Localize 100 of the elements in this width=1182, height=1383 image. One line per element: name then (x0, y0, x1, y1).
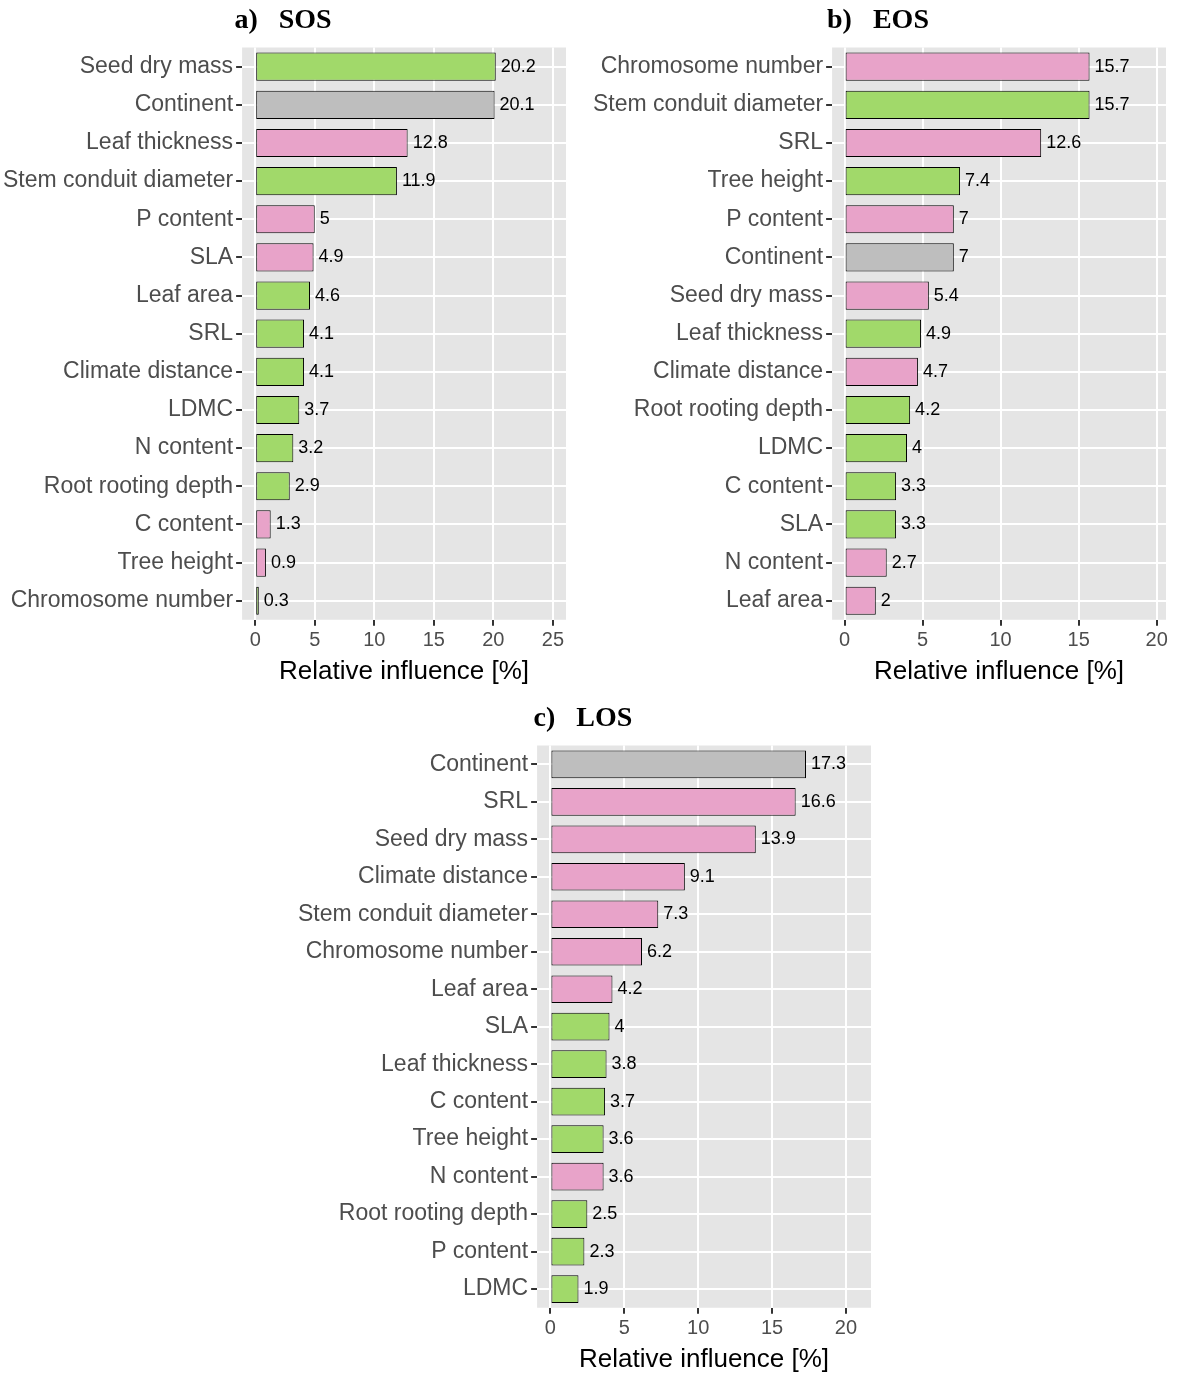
data-label: 0.9 (270, 551, 296, 572)
x-tick-label: 10 (989, 628, 1012, 651)
data-label: 4.9 (318, 246, 344, 267)
y-tick-label: Leaf thickness (676, 319, 824, 346)
y-tick-label: Tree height (707, 166, 824, 193)
y-tick-label: Chromosome number (600, 52, 824, 79)
y-tick-label: SLA (189, 242, 234, 269)
data-label: 11.9 (401, 170, 436, 191)
data-label: 1.3 (275, 513, 301, 534)
data-label: 2.7 (891, 551, 917, 572)
data-label: 2.5 (592, 1203, 618, 1224)
x-tick-label: 5 (618, 1316, 630, 1339)
y-tick-label: SLA (779, 509, 824, 536)
data-label: 4 (912, 437, 923, 458)
y-tick-label: Seed dry mass (669, 280, 824, 307)
y-tick-label: Tree height (117, 547, 234, 574)
x-tick-label: 5 (309, 628, 321, 651)
y-tick-label: LDMC (757, 433, 824, 460)
y-tick-label: N content (134, 433, 234, 460)
chart-title: b) EOS (827, 3, 929, 35)
y-tick-label: Tree height (412, 1124, 529, 1151)
data-label: 3.6 (608, 1165, 634, 1186)
y-tick-label: N content (429, 1161, 529, 1188)
x-tick-label: 10 (363, 628, 386, 651)
data-label: 9.1 (689, 865, 715, 886)
data-label: 3.3 (901, 475, 927, 496)
y-tick-label: Leaf thickness (381, 1049, 529, 1076)
y-tick-label: Climate distance (63, 357, 234, 384)
data-label: 7.3 (663, 903, 689, 924)
data-label: 2.3 (589, 1240, 615, 1261)
y-tick-label: Climate distance (653, 357, 824, 384)
y-tick-label: Stem conduit diameter (592, 90, 824, 117)
data-label: 15.7 (1094, 93, 1130, 114)
data-label: 4.9 (926, 322, 952, 343)
x-tick-label: 25 (541, 628, 565, 651)
y-tick-label: P content (726, 204, 824, 231)
data-label: 2.9 (294, 475, 320, 496)
data-label: 6.2 (647, 940, 673, 961)
data-label: 3.8 (611, 1053, 637, 1074)
y-tick-label: P content (136, 204, 234, 231)
y-tick-label: Continent (134, 90, 234, 117)
y-tick-label: C content (429, 1087, 529, 1113)
y-tick-label: Chromosome number (305, 937, 529, 964)
x-tick-label: 0 (544, 1316, 556, 1339)
y-tick-label: C content (134, 509, 234, 536)
y-tick-label: SLA (484, 1012, 529, 1039)
y-tick-label: Stem conduit diameter (2, 166, 234, 193)
x-tick-label: 15 (422, 628, 445, 651)
y-tick-label: Seed dry mass (374, 824, 529, 851)
y-tick-label: C content (724, 471, 824, 498)
y-tick-label: Leaf area (430, 974, 529, 1001)
data-label: 3.2 (298, 437, 324, 458)
y-tick-label: Root rooting depth (338, 1199, 529, 1226)
x-tick-label: 20 (1145, 628, 1168, 651)
data-label: 3.7 (304, 398, 330, 419)
x-tick-label: 5 (917, 628, 929, 651)
x-tick-label: 0 (249, 628, 261, 651)
x-tick-label: 10 (687, 1316, 710, 1339)
y-tick-label: Root rooting depth (43, 471, 234, 498)
y-tick-label: Seed dry mass (79, 52, 234, 79)
data-label: 2 (880, 589, 891, 610)
chart-title: a) SOS (234, 3, 332, 35)
data-label: 5.4 (933, 284, 959, 305)
y-tick-label: Continent (724, 242, 824, 269)
y-tick-label: Leaf area (135, 280, 234, 307)
x-tick-label: 0 (839, 628, 851, 651)
data-label: 3.3 (901, 513, 927, 534)
x-axis-title: Relative influence [%] (579, 1342, 830, 1373)
chart-title: c) LOS (533, 701, 633, 733)
data-label: 4 (614, 1015, 625, 1036)
y-tick-label: P content (431, 1236, 529, 1263)
data-label: 4.1 (309, 360, 335, 381)
data-label: 4.7 (922, 360, 948, 381)
x-tick-label: 15 (760, 1316, 784, 1339)
data-label: 15.7 (1094, 55, 1130, 76)
y-tick-label: Chromosome number (10, 586, 234, 613)
x-axis-title: Relative influence [%] (279, 654, 530, 685)
data-label: 0.3 (263, 589, 289, 610)
y-tick-label: Continent (429, 749, 529, 776)
y-tick-label: N content (724, 547, 824, 574)
x-axis-title: Relative influence [%] (874, 654, 1125, 685)
data-label: 7 (958, 208, 969, 229)
data-label: 12.8 (412, 131, 448, 152)
data-label: 4.1 (309, 322, 335, 343)
x-tick-label: 20 (482, 628, 505, 651)
data-label: 3.6 (608, 1128, 634, 1149)
data-label: 16.6 (800, 790, 836, 811)
x-tick-label: 15 (1067, 628, 1090, 651)
data-label: 13.9 (760, 828, 796, 849)
y-tick-label: SRL (778, 128, 824, 155)
y-tick-label: Leaf thickness (86, 128, 234, 155)
y-tick-label: SRL (483, 787, 529, 814)
y-tick-label: LDMC (167, 395, 234, 422)
y-tick-label: Root rooting depth (633, 395, 824, 422)
data-label: 4.2 (915, 398, 941, 419)
data-label: 7 (958, 246, 969, 267)
data-label: 20.1 (499, 93, 535, 114)
y-tick-label: SRL (188, 319, 234, 346)
data-label: 3.7 (610, 1090, 636, 1111)
y-tick-label: Climate distance (358, 862, 529, 889)
